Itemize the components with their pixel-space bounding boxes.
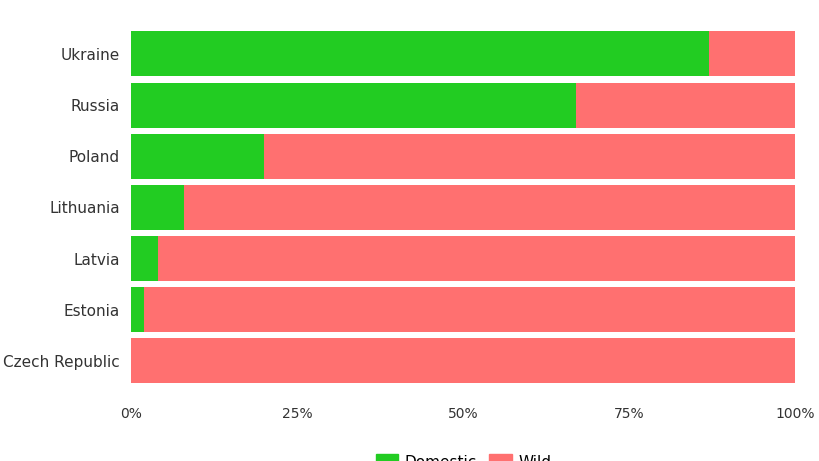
Bar [131,31,708,77]
Legend: Domestic, Wild: Domestic, Wild [369,448,556,461]
Bar [131,134,264,179]
Bar [157,236,794,281]
Bar [708,31,794,77]
Bar [144,287,794,332]
Bar [264,134,794,179]
Bar [184,185,794,230]
Bar [131,185,184,230]
Bar [131,236,157,281]
Bar [131,287,144,332]
Bar [131,338,794,384]
Bar [131,83,576,128]
Bar [576,83,794,128]
